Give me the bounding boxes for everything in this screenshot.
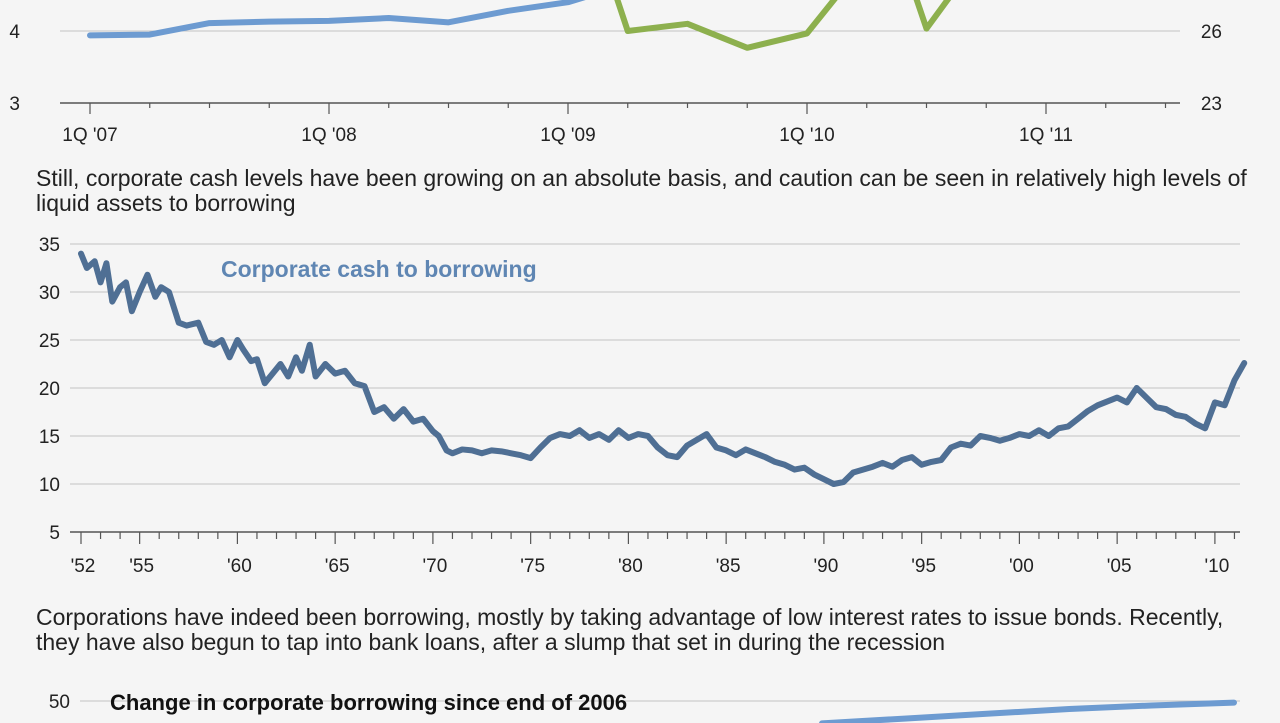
caption-bottom: Corporations have indeed been borrowing,… [36,604,1224,655]
y-tick-label: 15 [39,427,60,448]
y-tick-label: 30 [39,283,60,304]
x-tick-label: '55 [129,556,154,577]
chart-cash-to-borrowing: 5 10 15 20 25 30 35 '52 '55 '60 '65 '70 '75 '80 '85 '90… [39,235,1248,577]
x-tick-label: '10 [1205,556,1230,577]
y-tick-label: 5 [49,523,60,544]
caption-middle: Still, corporate cash levels have been g… [36,165,1247,216]
y-right-tick-label: 23 [1201,94,1222,115]
series-label-cash-to-borrowing: Corporate cash to borrowing [221,256,537,282]
x-tick-label: '65 [325,556,350,577]
x-tick-label: '05 [1107,556,1132,577]
y-tick-label: 10 [39,475,60,496]
x-tick-label: '90 [814,556,839,577]
x-tick-label: 1Q '08 [301,125,356,146]
series-line-borrowing [819,699,1237,723]
y-left-tick-label: 3 [9,94,20,115]
x-tick-label: 1Q '10 [779,125,834,146]
x-tick-label: '70 [423,556,448,577]
series-line-cash-to-borrowing [78,250,1248,487]
chart-ratio-top: 3 4 23 26 1Q '07 1Q '08 1Q '09 1Q '10 1Q '11 [9,0,1222,146]
y-right-tick-label: 26 [1201,22,1222,43]
x-tick-label: '52 [71,556,96,577]
series-line-blue-top [87,0,586,39]
x-tick-label: '60 [227,556,252,577]
y-tick-label: 25 [39,331,60,352]
x-tick-label: '95 [911,556,936,577]
y-tick-label: 20 [39,379,60,400]
chart-title-borrowing: Change in corporate borrowing since end … [110,690,627,715]
x-tick-label: 1Q '11 [1019,125,1073,146]
x-tick-label: '85 [716,556,741,577]
y-left-tick-label: 4 [9,22,20,43]
y-tick-label: 35 [39,235,60,256]
x-tick-label: 1Q '07 [62,125,117,146]
y-tick-label: 50 [49,692,70,713]
x-tick-label: '00 [1009,556,1034,577]
x-tick-label: '80 [618,556,643,577]
x-tick-label: '75 [520,556,545,577]
chart-borrowing-change: 50 Change in corporate borrowing since e… [49,690,1240,723]
series-line-green-top [614,0,952,51]
x-tick-label: 1Q '09 [540,125,595,146]
